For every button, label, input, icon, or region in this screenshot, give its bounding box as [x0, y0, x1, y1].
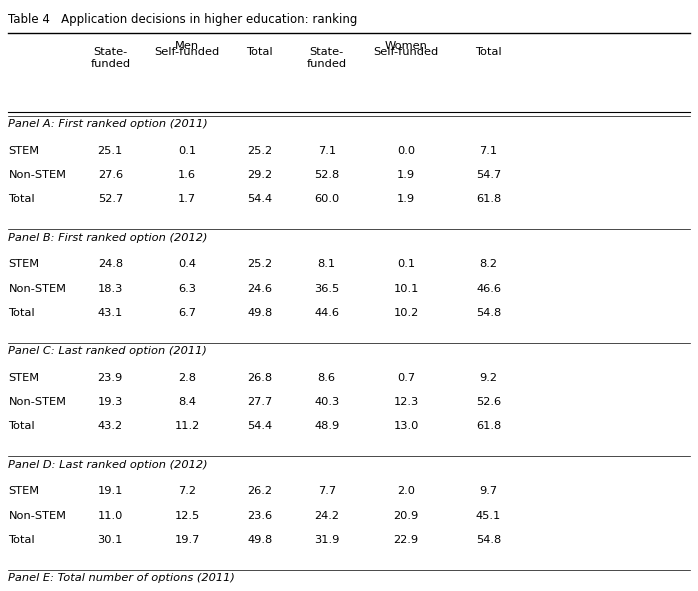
Text: 25.2: 25.2	[247, 146, 272, 156]
Text: 52.7: 52.7	[98, 194, 123, 204]
Text: 25.1: 25.1	[98, 146, 123, 156]
Text: Women: Women	[385, 41, 428, 51]
Text: 20.9: 20.9	[394, 511, 419, 521]
Text: Men: Men	[175, 41, 199, 51]
Text: 9.7: 9.7	[480, 486, 498, 496]
Text: 2.8: 2.8	[178, 373, 196, 383]
Text: 6.7: 6.7	[178, 308, 196, 318]
Text: 1.6: 1.6	[178, 170, 196, 180]
Text: 25.2: 25.2	[247, 259, 272, 269]
Text: 7.7: 7.7	[318, 486, 336, 496]
Text: 52.6: 52.6	[476, 397, 501, 407]
Text: 0.4: 0.4	[178, 259, 196, 269]
Text: 36.5: 36.5	[314, 284, 339, 294]
Text: 43.2: 43.2	[98, 421, 123, 431]
Text: 11.2: 11.2	[174, 421, 200, 431]
Text: Panel C: Last ranked option (2011): Panel C: Last ranked option (2011)	[8, 346, 207, 356]
Text: State-
funded: State- funded	[90, 47, 131, 69]
Text: 0.1: 0.1	[178, 146, 196, 156]
Text: 49.8: 49.8	[247, 308, 272, 318]
Text: STEM: STEM	[8, 486, 40, 496]
Text: 18.3: 18.3	[98, 284, 123, 294]
Text: 48.9: 48.9	[314, 421, 339, 431]
Text: 1.7: 1.7	[178, 194, 196, 204]
Text: 29.2: 29.2	[247, 170, 272, 180]
Text: Total: Total	[246, 47, 273, 57]
Text: STEM: STEM	[8, 146, 40, 156]
Text: 2.0: 2.0	[397, 486, 415, 496]
Text: 0.0: 0.0	[397, 146, 415, 156]
Text: Non-STEM: Non-STEM	[8, 284, 66, 294]
Text: 19.1: 19.1	[98, 486, 123, 496]
Text: 13.0: 13.0	[394, 421, 419, 431]
Text: 61.8: 61.8	[476, 194, 501, 204]
Text: 24.2: 24.2	[314, 511, 339, 521]
Text: 1.9: 1.9	[397, 170, 415, 180]
Text: 54.8: 54.8	[476, 535, 501, 545]
Text: Total: Total	[475, 47, 502, 57]
Text: 9.2: 9.2	[480, 373, 498, 383]
Text: Non-STEM: Non-STEM	[8, 170, 66, 180]
Text: 54.4: 54.4	[247, 194, 272, 204]
Text: 12.5: 12.5	[174, 511, 200, 521]
Text: 10.2: 10.2	[394, 308, 419, 318]
Text: STEM: STEM	[8, 373, 40, 383]
Text: Total: Total	[8, 421, 35, 431]
Text: 61.8: 61.8	[476, 421, 501, 431]
Text: 54.4: 54.4	[247, 421, 272, 431]
Text: 19.7: 19.7	[174, 535, 200, 545]
Text: 11.0: 11.0	[98, 511, 123, 521]
Text: 22.9: 22.9	[394, 535, 419, 545]
Text: 40.3: 40.3	[314, 397, 339, 407]
Text: Self-funded: Self-funded	[373, 47, 439, 57]
Text: Non-STEM: Non-STEM	[8, 511, 66, 521]
Text: 0.1: 0.1	[397, 259, 415, 269]
Text: 7.2: 7.2	[178, 486, 196, 496]
Text: 24.6: 24.6	[247, 284, 272, 294]
Text: Panel E: Total number of options (2011): Panel E: Total number of options (2011)	[8, 573, 235, 583]
Text: 23.9: 23.9	[98, 373, 123, 383]
Text: 1.9: 1.9	[397, 194, 415, 204]
Text: 49.8: 49.8	[247, 535, 272, 545]
Text: Non-STEM: Non-STEM	[8, 397, 66, 407]
Text: 12.3: 12.3	[394, 397, 419, 407]
Text: Total: Total	[8, 535, 35, 545]
Text: 7.1: 7.1	[318, 146, 336, 156]
Text: Self-funded: Self-funded	[154, 47, 220, 57]
Text: 31.9: 31.9	[314, 535, 339, 545]
Text: 27.7: 27.7	[247, 397, 272, 407]
Text: 24.8: 24.8	[98, 259, 123, 269]
Text: 43.1: 43.1	[98, 308, 123, 318]
Text: 23.6: 23.6	[247, 511, 272, 521]
Text: 8.1: 8.1	[318, 259, 336, 269]
Text: 54.8: 54.8	[476, 308, 501, 318]
Text: Table 4   Application decisions in higher education: ranking: Table 4 Application decisions in higher …	[8, 13, 358, 26]
Text: 52.8: 52.8	[314, 170, 339, 180]
Text: 8.6: 8.6	[318, 373, 336, 383]
Text: 6.3: 6.3	[178, 284, 196, 294]
Text: 46.6: 46.6	[476, 284, 501, 294]
Text: 19.3: 19.3	[98, 397, 123, 407]
Text: 10.1: 10.1	[394, 284, 419, 294]
Text: Panel A: First ranked option (2011): Panel A: First ranked option (2011)	[8, 119, 208, 129]
Text: 27.6: 27.6	[98, 170, 123, 180]
Text: 26.2: 26.2	[247, 486, 272, 496]
Text: 44.6: 44.6	[314, 308, 339, 318]
Text: Panel D: Last ranked option (2012): Panel D: Last ranked option (2012)	[8, 460, 208, 470]
Text: 0.7: 0.7	[397, 373, 415, 383]
Text: STEM: STEM	[8, 259, 40, 269]
Text: 30.1: 30.1	[98, 535, 123, 545]
Text: Total: Total	[8, 308, 35, 318]
Text: 54.7: 54.7	[476, 170, 501, 180]
Text: 26.8: 26.8	[247, 373, 272, 383]
Text: 8.2: 8.2	[480, 259, 498, 269]
Text: Total: Total	[8, 194, 35, 204]
Text: State-
funded: State- funded	[306, 47, 347, 69]
Text: Panel B: First ranked option (2012): Panel B: First ranked option (2012)	[8, 233, 208, 243]
Text: 7.1: 7.1	[480, 146, 498, 156]
Text: 8.4: 8.4	[178, 397, 196, 407]
Text: 60.0: 60.0	[314, 194, 339, 204]
Text: 45.1: 45.1	[476, 511, 501, 521]
